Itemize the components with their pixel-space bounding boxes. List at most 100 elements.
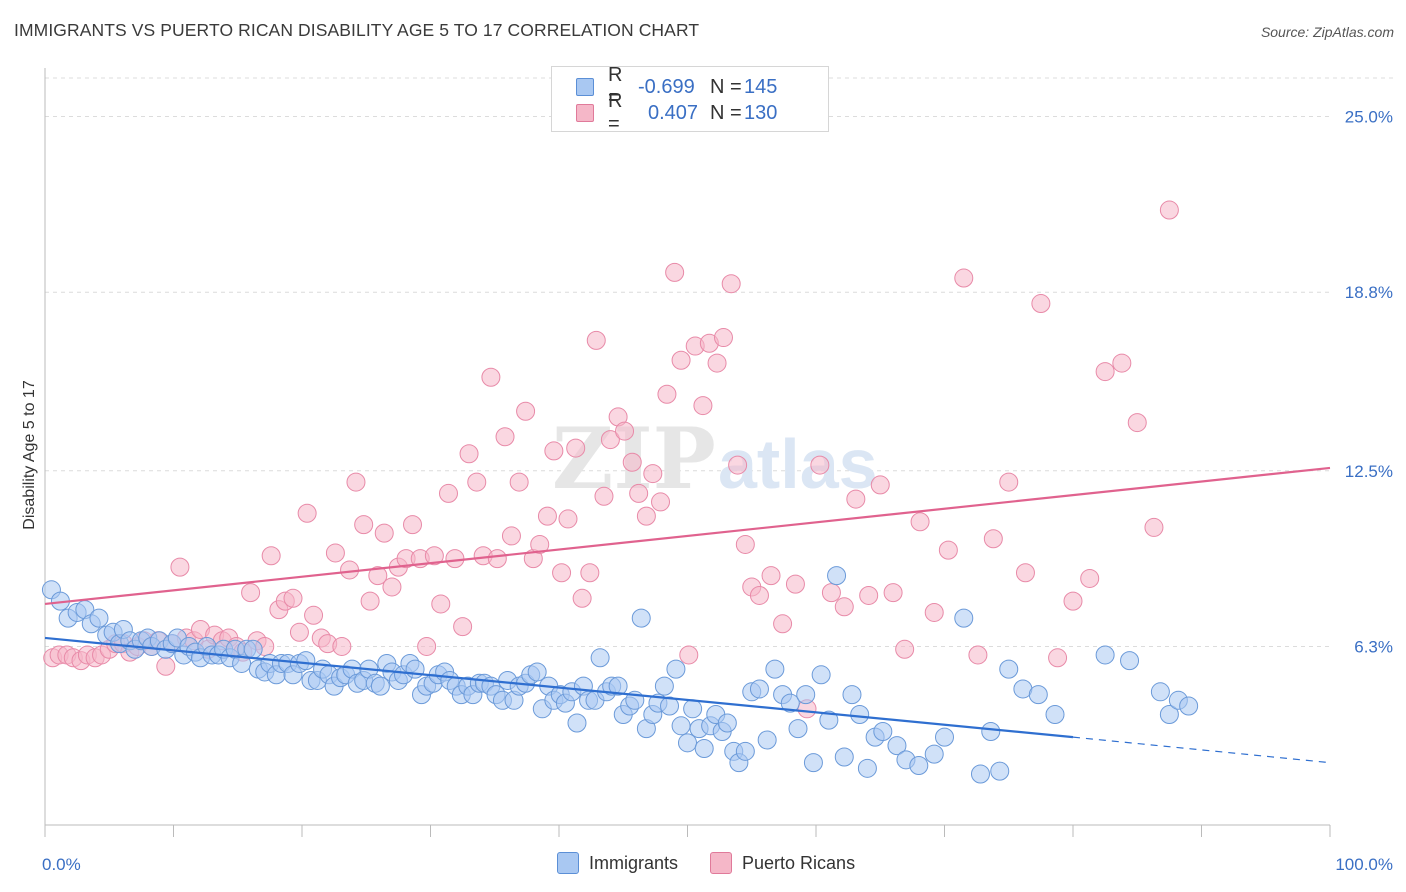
puerto-ricans-point	[870, 475, 890, 495]
puerto-ricans-point	[834, 597, 854, 617]
trend-line-immigrants-extension	[1072, 736, 1331, 764]
immigrants-point	[924, 744, 944, 764]
immigrants-point	[694, 738, 714, 758]
puerto-ricans-point	[1144, 517, 1164, 537]
puerto-ricans-point	[954, 268, 974, 288]
puerto-ricans-point	[735, 534, 755, 554]
puerto-ricans-point	[453, 617, 473, 637]
puerto-ricans-point	[325, 543, 345, 563]
immigrants-point	[811, 665, 831, 685]
puerto-ricans-point	[544, 441, 564, 461]
immigrants-point	[89, 608, 109, 628]
immigrants-point	[887, 736, 907, 756]
legend-swatch-puerto-ricans	[576, 104, 594, 122]
immigrants-point	[1150, 682, 1170, 702]
puerto-ricans-point	[938, 540, 958, 560]
puerto-ricans-point	[1063, 591, 1083, 611]
immigrants-point	[717, 713, 737, 733]
puerto-ricans-point	[431, 594, 451, 614]
puerto-ricans-point	[509, 472, 529, 492]
puerto-ricans-point	[636, 506, 656, 526]
immigrants-point	[590, 648, 610, 668]
puerto-ricans-point	[1095, 362, 1115, 382]
immigrants-point	[671, 716, 691, 736]
immigrants-point	[243, 639, 263, 659]
immigrants-point	[749, 679, 769, 699]
puerto-ricans-point	[1159, 200, 1179, 220]
puerto-ricans-point	[566, 438, 586, 458]
puerto-ricans-point	[487, 549, 507, 569]
puerto-ricans-point	[721, 274, 741, 294]
legend-row-immigrants: R = -0.699 N = 145	[576, 64, 778, 109]
immigrants-point	[803, 753, 823, 773]
puerto-ricans-point	[615, 421, 635, 441]
bottom-legend-label-puerto-ricans: Puerto Ricans	[742, 852, 856, 873]
immigrants-point	[608, 676, 628, 696]
puerto-ricans-point	[586, 330, 606, 350]
chart-title: IMMIGRANTS VS PUERTO RICAN DISABILITY AG…	[14, 20, 700, 40]
bottom-legend-immigrants: Immigrants	[557, 852, 678, 874]
immigrants-point	[780, 693, 800, 713]
puerto-ricans-point	[516, 401, 536, 421]
bottom-legend-swatch-puerto-ricans	[710, 852, 733, 874]
immigrants-point	[842, 685, 862, 705]
immigrants-point	[678, 733, 697, 753]
puerto-ricans-point	[629, 483, 649, 503]
immigrants-point	[850, 704, 870, 724]
immigrants-point	[567, 713, 587, 733]
puerto-ricans-point	[467, 472, 487, 492]
puerto-ricans-point	[883, 583, 903, 603]
immigrants-point	[999, 659, 1019, 679]
puerto-ricans-point	[537, 506, 557, 526]
puerto-ricans-point	[241, 583, 261, 603]
legend-n-label: N =	[710, 75, 742, 98]
puerto-ricans-point	[859, 585, 879, 605]
legend-n-value-immigrants: 145	[744, 75, 778, 98]
legend-row-puerto-ricans: R = 0.407 N = 130	[576, 90, 778, 135]
puerto-ricans-point	[1015, 563, 1035, 583]
series-puerto-ricans	[43, 200, 1179, 719]
puerto-ricans-point	[728, 455, 748, 475]
puerto-ricans-point	[846, 489, 866, 509]
puerto-ricans-point	[594, 486, 614, 506]
puerto-ricans-point	[713, 328, 733, 348]
legend-n-value-puerto-ricans: 130	[744, 101, 778, 124]
immigrants-point	[796, 685, 816, 705]
trend-lines	[44, 466, 1331, 764]
y-tick-label: 6.3%	[1354, 637, 1393, 656]
immigrants-point	[827, 566, 847, 586]
legend-r-value-puerto-ricans: 0.407	[648, 101, 699, 124]
bottom-legend-puerto-ricans: Puerto Ricans	[710, 852, 855, 874]
puerto-ricans-point	[924, 602, 944, 622]
immigrants-point	[1028, 685, 1048, 705]
immigrants-point	[757, 730, 777, 750]
puerto-ricans-point	[304, 605, 324, 625]
puerto-ricans-point	[438, 483, 458, 503]
puerto-ricans-point	[332, 636, 352, 656]
puerto-ricans-point	[665, 262, 685, 282]
puerto-ricans-point	[1048, 648, 1068, 668]
puerto-ricans-point	[382, 577, 402, 597]
immigrants-point	[954, 608, 974, 628]
bottom-legend-swatch-immigrants	[557, 852, 579, 874]
puerto-ricans-point	[910, 512, 930, 532]
puerto-ricans-point	[403, 515, 423, 535]
puerto-ricans-point	[501, 526, 521, 546]
legend: R = -0.699 N = 145 R = 0.407 N = 130	[551, 64, 829, 135]
puerto-ricans-point	[552, 563, 572, 583]
immigrants-point	[1095, 645, 1115, 665]
legend-r-label: R =	[608, 90, 623, 135]
puerto-ricans-point	[785, 574, 805, 594]
y-tick-label: 18.8%	[1345, 283, 1393, 302]
immigrants-point	[873, 721, 893, 741]
puerto-ricans-point	[657, 384, 677, 404]
bottom-legend: Immigrants Puerto Ricans	[557, 852, 887, 874]
immigrants-point	[631, 608, 651, 628]
legend-r-label: R =	[608, 64, 623, 109]
puerto-ricans-point	[1080, 568, 1100, 588]
axes	[44, 68, 1331, 837]
immigrants-point	[405, 659, 425, 679]
immigrants-point	[1045, 704, 1065, 724]
puerto-ricans-point	[495, 427, 515, 447]
immigrants-point	[935, 727, 954, 747]
